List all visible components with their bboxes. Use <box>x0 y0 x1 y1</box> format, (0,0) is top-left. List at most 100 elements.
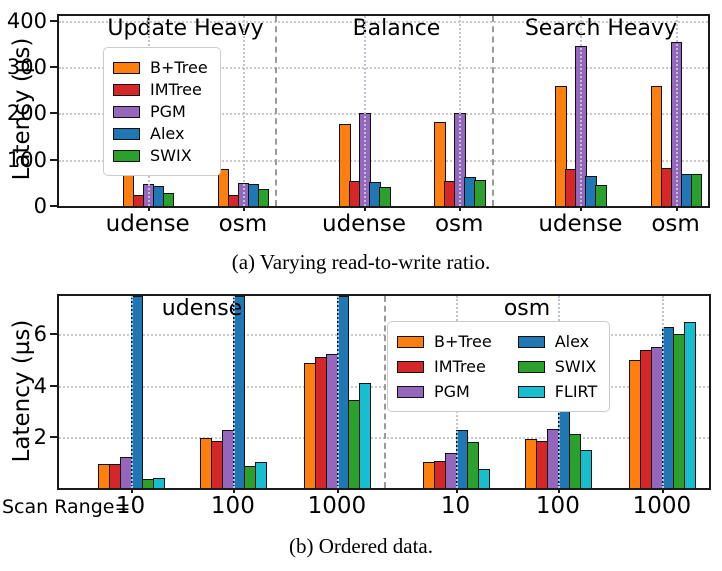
legend-label: B+Tree <box>434 332 492 351</box>
legend-label: IMTree <box>434 357 486 376</box>
legend-item-SWIX: SWIX <box>517 357 598 376</box>
x-tick-label: osm <box>434 211 484 237</box>
legend-item-Alex: Alex <box>113 124 208 143</box>
legend: B+Tree IMTree PGM Alex SWIX FLIRT <box>387 321 611 412</box>
x-tick-label: udense <box>105 211 190 237</box>
bar-SWIX <box>595 184 607 206</box>
y-tick-mark <box>50 333 57 336</box>
x-tick-label: 10 <box>115 493 146 519</box>
legend-patch-PGM <box>397 385 424 398</box>
legend-item-IMTree: IMTree <box>397 357 492 376</box>
bar-FLIRT <box>477 468 490 488</box>
legend-label: Alex <box>150 124 185 143</box>
gridline-y-300 <box>59 66 708 69</box>
x-tick-label: 100 <box>535 493 580 519</box>
figure-ordered-data: Latency (µs) udense osm B+Tree IMTree PGM Ale… <box>0 288 722 571</box>
gridline-y-200 <box>59 113 708 116</box>
bar-FLIRT <box>683 321 697 488</box>
legend-patch-FLIRT <box>517 385 545 398</box>
x-tick-label: 1000 <box>632 493 692 519</box>
x-tick-mark <box>557 488 560 493</box>
y-tick-mark <box>50 205 57 207</box>
bar-SWIX <box>474 180 486 206</box>
x-tick-label: 100 <box>210 493 255 519</box>
legend-item-FLIRT: FLIRT <box>517 382 598 401</box>
panel-title: Update Heavy <box>107 16 264 41</box>
x-tick-mark <box>459 206 462 211</box>
y-tick-mark <box>50 384 57 387</box>
panel-title: udense <box>161 296 243 321</box>
bar-SWIX <box>690 173 703 206</box>
scan-range-prefix-label: Scan Range= <box>2 496 131 518</box>
panel-title: Search Heavy <box>524 16 677 41</box>
bar-B+Tree <box>339 123 351 206</box>
bar-SWIX <box>257 188 270 206</box>
y-tick-label: 400 <box>6 8 47 33</box>
gridline-y-100 <box>59 159 708 162</box>
legend-label: IMTree <box>150 80 202 99</box>
legend-item-PGM: PGM <box>397 382 492 401</box>
legend-item-IMTree: IMTree <box>113 80 208 99</box>
bar-SWIX <box>379 187 391 206</box>
group-center-gridline <box>661 296 664 488</box>
legend-patch-B+Tree <box>397 335 424 348</box>
chart-a-plot-area: Update Heavy Balance Search Heavy B+Tree IMT… <box>57 14 710 208</box>
legend-patch-SWIX <box>517 360 545 373</box>
x-tick-mark <box>147 206 150 211</box>
panel-title: osm <box>503 296 551 321</box>
x-tick-mark <box>232 488 235 493</box>
y-tick-label: 200 <box>6 101 47 126</box>
legend-item-Alex: Alex <box>517 332 598 351</box>
x-tick-mark <box>675 206 678 211</box>
gridline-y-400 <box>59 20 708 23</box>
legend-item-SWIX: SWIX <box>113 146 208 165</box>
bar-B+Tree <box>217 168 230 206</box>
legend-patch-Alex <box>517 335 545 348</box>
x-tick-mark <box>130 488 133 493</box>
group-center-gridline <box>242 16 245 206</box>
legend-label: Alex <box>554 332 590 351</box>
bar-SWIX <box>162 193 175 206</box>
legend-patch-Alex <box>113 127 140 140</box>
legend-patch-PGM <box>113 105 140 118</box>
legend-item-PGM: PGM <box>113 102 208 121</box>
legend-label: FLIRT <box>554 382 598 401</box>
group-center-gridline <box>232 296 235 488</box>
bar-FLIRT <box>358 383 372 488</box>
bar-B+Tree <box>650 86 663 206</box>
y-tick-label: 300 <box>6 54 47 79</box>
x-tick-mark <box>455 488 458 493</box>
y-tick-label: 0 <box>33 194 47 218</box>
legend-label: PGM <box>150 102 186 121</box>
bar-group-udense-100 <box>199 296 268 488</box>
legend-label: B+Tree <box>150 58 208 77</box>
legend: B+Tree IMTree PGM Alex SWIX <box>103 47 221 176</box>
legend-label: SWIX <box>554 357 597 376</box>
caption-a: (a) Varying read-to-write ratio. <box>231 250 491 274</box>
legend-item-B+Tree: B+Tree <box>113 58 208 77</box>
panel-separator <box>275 16 278 206</box>
bar-SWIX <box>466 441 479 488</box>
bar-FLIRT <box>254 462 268 488</box>
legend-label: PGM <box>434 382 470 401</box>
bar-group-osm-10 <box>422 430 490 488</box>
chart-b-plot-area: udense osm B+Tree IMTree PGM Alex SWIX FLIRT <box>57 294 711 490</box>
bar-FLIRT <box>579 449 593 488</box>
caption-b: (b) Ordered data. <box>288 534 433 558</box>
legend-patch-IMTree <box>113 83 140 96</box>
group-center-gridline <box>130 296 133 488</box>
x-tick-label: udense <box>321 211 407 237</box>
x-tick-label: udense <box>538 211 623 237</box>
legend-patch-SWIX <box>113 149 140 162</box>
x-tick-mark <box>242 206 245 211</box>
legend-item-B+Tree: B+Tree <box>397 332 492 351</box>
y-tick-mark <box>50 158 57 161</box>
legend-patch-B+Tree <box>113 61 140 74</box>
legend-label: SWIX <box>150 146 192 165</box>
x-tick-label: osm <box>218 211 268 237</box>
x-tick-mark <box>336 488 339 493</box>
panel-title: Balance <box>352 16 441 41</box>
x-tick-label: 1000 <box>307 493 367 519</box>
y-tick-label: 4 <box>33 373 47 398</box>
x-tick-mark <box>661 488 664 493</box>
